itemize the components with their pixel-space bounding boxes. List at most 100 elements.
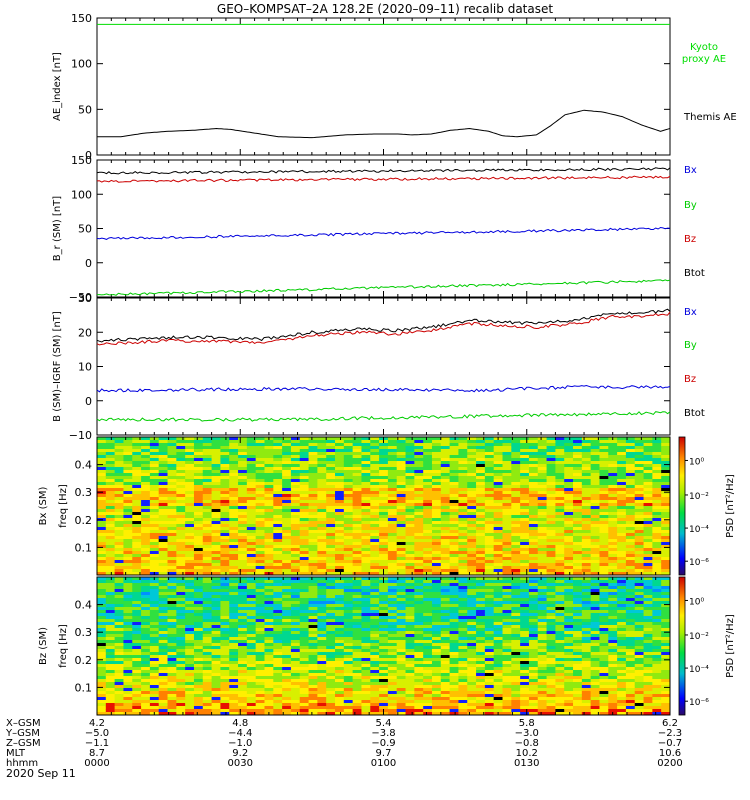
heatmap-cell [449, 503, 459, 507]
heatmap-cell [573, 497, 583, 501]
heatmap-cell [625, 533, 636, 537]
heatmap-cell [264, 649, 274, 653]
heatmap-cell [546, 452, 556, 456]
heatmap-cell [158, 551, 168, 555]
heatmap-cell [246, 470, 257, 474]
heatmap-cell [149, 679, 160, 683]
heatmap-cell [661, 476, 671, 480]
heatmap-cell [220, 527, 230, 531]
heatmap-cell [97, 676, 107, 680]
heatmap-cell [308, 488, 318, 492]
heatmap-cell [343, 682, 354, 686]
heatmap-cell [202, 512, 212, 516]
heatmap-cell [352, 494, 362, 498]
heatmap-cell [335, 592, 345, 596]
heatmap-cell [423, 467, 433, 471]
heatmap-cell [167, 634, 177, 638]
heatmap-cell [123, 694, 133, 698]
heatmap-cell [246, 634, 257, 638]
heatmap-cell [229, 488, 239, 492]
heatmap-cell [264, 557, 274, 561]
heatmap-cell [352, 509, 362, 513]
heatmap-cell [158, 524, 168, 528]
heatmap-cell [149, 604, 160, 608]
heatmap-cell [343, 491, 354, 495]
heatmap-cell [608, 533, 618, 537]
heatmap-cell [238, 640, 248, 644]
heatmap-cell [238, 479, 248, 483]
heatmap-cell [167, 482, 177, 486]
heatmap-cell [423, 566, 433, 570]
heatmap-cell [290, 709, 301, 713]
heatmap-cell [643, 485, 653, 489]
heatmap-cell [167, 640, 177, 644]
heatmap-cell [396, 437, 406, 441]
heatmap-cell [141, 604, 151, 608]
heatmap-cell [467, 455, 477, 459]
heatmap-cell [185, 622, 195, 626]
heatmap-cell [573, 548, 583, 552]
heatmap-cell [149, 563, 160, 567]
heatmap-cell [308, 595, 318, 599]
heatmap-cell [132, 646, 142, 650]
heatmap-cell [105, 542, 116, 546]
heatmap-cell [502, 497, 512, 501]
heatmap-cell [414, 497, 424, 501]
heatmap-cell [440, 572, 451, 576]
heatmap-cell [361, 712, 371, 716]
heatmap-cell [176, 539, 186, 543]
heatmap-cell [352, 467, 362, 471]
heatmap-cell [238, 545, 248, 549]
heatmap-cell [282, 449, 292, 453]
heatmap-cell [290, 634, 301, 638]
heatmap-cell [246, 652, 257, 656]
heatmap-cell [185, 616, 195, 620]
heatmap-cell [317, 589, 327, 593]
heatmap-cell [308, 572, 318, 576]
heatmap-cell [405, 524, 415, 528]
heatmap-cell [387, 530, 398, 534]
heatmap-cell [317, 616, 327, 620]
heatmap-cell [555, 446, 565, 450]
heatmap-cell [528, 452, 539, 456]
heatmap-cell [141, 461, 151, 465]
heatmap-cell [229, 539, 239, 543]
heatmap-cell [264, 521, 274, 525]
heatmap-cell [193, 515, 204, 519]
heatmap-cell [299, 673, 309, 677]
heatmap-cell [476, 518, 486, 522]
heatmap-cell [511, 569, 521, 573]
heatmap-cell [449, 458, 459, 462]
heatmap-cell [599, 473, 609, 477]
heatmap-cell [255, 610, 265, 614]
heatmap-cell [229, 437, 239, 441]
heatmap-cell [123, 709, 133, 713]
heatmap-cell [229, 503, 239, 507]
heatmap-cell [123, 494, 133, 498]
heatmap-cell [255, 548, 265, 552]
heatmap-cell [343, 536, 354, 540]
heatmap-cell [132, 667, 142, 671]
heatmap-cell [105, 661, 116, 665]
heatmap-cell [476, 542, 486, 546]
heatmap-cell [317, 694, 327, 698]
heatmap-cell [467, 536, 477, 540]
heatmap-cell [335, 539, 345, 543]
heatmap-cell [599, 443, 609, 447]
heatmap-cell [273, 646, 283, 650]
heatmap-cell [255, 637, 265, 641]
heatmap-cell [290, 473, 301, 477]
heatmap-cell [431, 506, 442, 510]
heatmap-cell [379, 446, 389, 450]
heatmap-cell [564, 524, 574, 528]
heatmap-cell [555, 530, 565, 534]
heatmap-cell [105, 679, 116, 683]
heatmap-cell [458, 566, 468, 570]
heatmap-cell [185, 709, 195, 713]
heatmap-cell [458, 536, 468, 540]
heatmap-cell [387, 476, 398, 480]
heatmap-cell [573, 479, 583, 483]
heatmap-cell [396, 473, 406, 477]
heatmap-cell [229, 664, 239, 668]
heatmap-cell [661, 569, 671, 573]
